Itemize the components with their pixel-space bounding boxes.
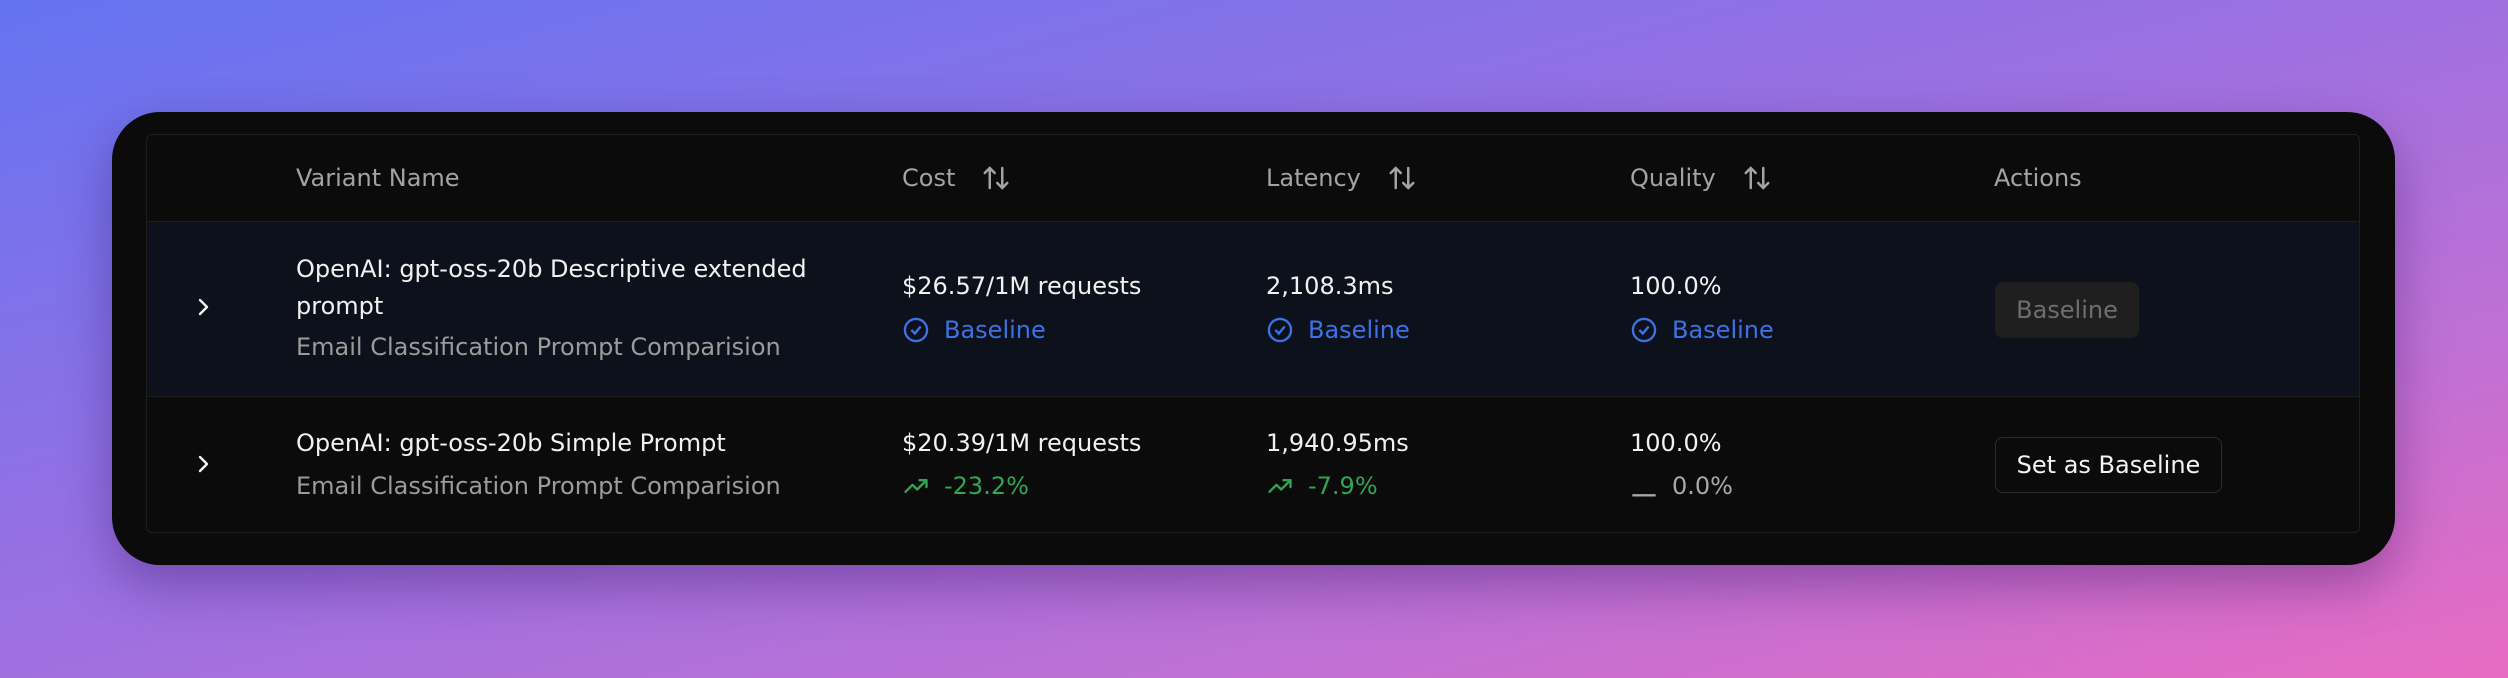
header: Variant Name (296, 160, 460, 196)
latency: 1,940.95ms (1266, 429, 1409, 457)
header-label: Variant Name (296, 164, 460, 192)
delta-text: -23.2% (944, 472, 1029, 500)
dash-icon (1632, 494, 1656, 497)
trend-icon (904, 479, 928, 493)
delta-text: -7.9% (1308, 472, 1378, 500)
check-icon (903, 317, 929, 343)
latency-delta: Baseline (1266, 312, 1410, 348)
expand-chevron[interactable] (191, 452, 215, 476)
latency-delta: -7.9% (1266, 468, 1378, 504)
header[interactable]: Quality (1630, 160, 1772, 196)
check-icon (1267, 317, 1293, 343)
sort-icon (1389, 166, 1415, 190)
table (146, 134, 2360, 533)
header-label: Actions (1994, 164, 2082, 192)
header[interactable]: Cost (902, 160, 1011, 196)
trend-icon (1268, 479, 1292, 493)
latency: 2,108.3ms (1266, 272, 1394, 300)
cost: $26.57/1M requests (902, 272, 1142, 300)
cost-delta: Baseline (902, 312, 1046, 348)
sort-icon (983, 166, 1009, 190)
header-label: Cost (902, 164, 956, 192)
expand-chevron[interactable] (191, 295, 215, 319)
variant-subtitle: Email Classification Prompt Comparision (296, 472, 781, 500)
row-highlight (147, 221, 2359, 397)
delta-text: Baseline (944, 316, 1046, 344)
baseline-button: Baseline (1995, 282, 2139, 338)
check-icon (1631, 317, 1657, 343)
delta-text: 0.0% (1672, 472, 1733, 500)
delta-text: Baseline (1672, 316, 1774, 344)
delta-text: Baseline (1308, 316, 1410, 344)
header: Actions (1994, 160, 2082, 196)
quality: 100.0% (1630, 429, 1722, 457)
header-label: Latency (1266, 164, 1361, 192)
quality-delta: Baseline (1630, 312, 1774, 348)
variant-subtitle: Email Classification Prompt Comparision (296, 333, 781, 361)
variant-name: OpenAI: gpt-oss-20b Descriptive extended… (296, 255, 807, 320)
variant-name: OpenAI: gpt-oss-20b Simple Prompt (296, 429, 726, 457)
quality: 100.0% (1630, 272, 1722, 300)
sort-icon (1744, 166, 1770, 190)
header-label: Quality (1630, 164, 1716, 192)
cost-delta: -23.2% (902, 468, 1029, 504)
cost: $20.39/1M requests (902, 429, 1142, 457)
set-baseline-button[interactable]: Set as Baseline (1995, 437, 2222, 493)
quality-delta: 0.0% (1630, 468, 1733, 504)
header[interactable]: Latency (1266, 160, 1417, 196)
